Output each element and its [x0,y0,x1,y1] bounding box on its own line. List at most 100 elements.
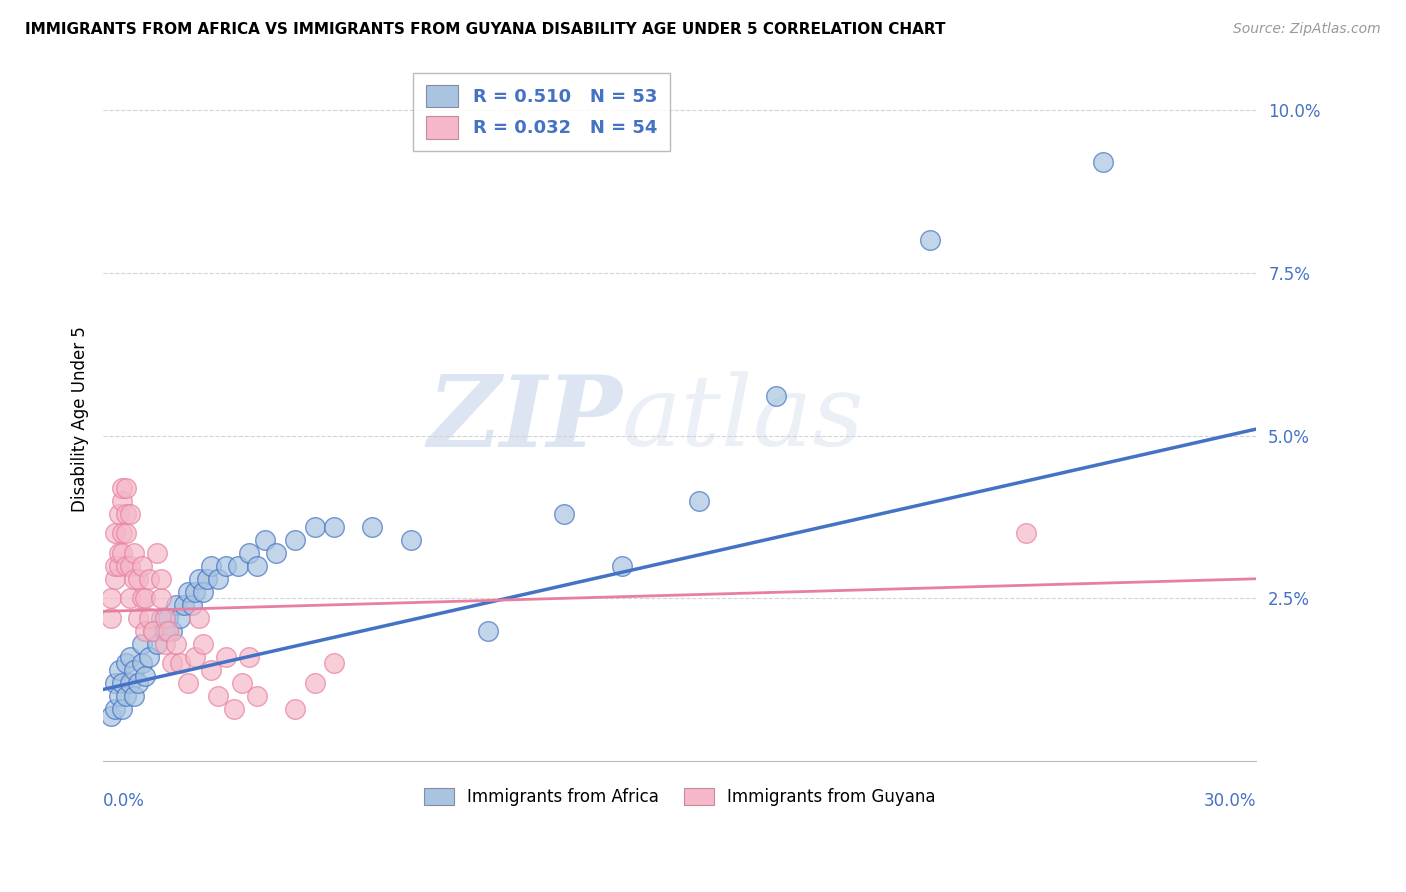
Point [177,676,200,690]
Point [138,572,160,586]
Point [107,558,129,573]
Point [153,637,176,651]
Point [104,526,127,541]
Point [107,546,129,560]
Point [177,584,200,599]
Point [688,493,710,508]
Point [122,572,145,586]
Point [165,598,187,612]
Legend: Immigrants from Africa, Immigrants from Guyana: Immigrants from Africa, Immigrants from … [415,780,943,814]
Point [238,649,260,664]
Point [184,649,207,664]
Point [134,591,156,606]
Point [765,389,787,403]
Point [238,546,260,560]
Point [477,624,499,638]
Point [195,572,218,586]
Point [118,558,141,573]
Point [191,584,214,599]
Point [246,689,269,703]
Point [122,546,145,560]
Point [118,507,141,521]
Point [134,669,156,683]
Point [107,507,129,521]
Point [173,598,195,612]
Point [100,611,122,625]
Point [180,598,202,612]
Point [304,676,326,690]
Point [127,611,149,625]
Point [146,546,169,560]
Point [207,689,229,703]
Point [122,689,145,703]
Point [111,526,134,541]
Point [399,533,422,547]
Point [253,533,276,547]
Point [284,533,307,547]
Point [131,591,153,606]
Point [111,481,134,495]
Point [115,558,138,573]
Text: ZIP: ZIP [427,371,621,467]
Point [111,676,134,690]
Point [553,507,575,521]
Point [200,558,222,573]
Point [127,572,149,586]
Point [100,708,122,723]
Point [322,519,344,533]
Point [153,624,176,638]
Point [162,624,184,638]
Point [322,657,344,671]
Point [200,663,222,677]
Point [284,702,307,716]
Text: atlas: atlas [621,372,865,467]
Point [104,572,127,586]
Point [226,558,249,573]
Point [207,572,229,586]
Text: 0.0%: 0.0% [103,792,145,810]
Point [118,591,141,606]
Point [118,676,141,690]
Point [104,702,127,716]
Point [104,676,127,690]
Point [111,702,134,716]
Point [118,649,141,664]
Point [610,558,633,573]
Point [264,546,287,560]
Point [157,611,180,625]
Point [131,637,153,651]
Point [134,624,156,638]
Point [361,519,384,533]
Point [246,558,269,573]
Text: IMMIGRANTS FROM AFRICA VS IMMIGRANTS FROM GUYANA DISABILITY AGE UNDER 5 CORRELAT: IMMIGRANTS FROM AFRICA VS IMMIGRANTS FRO… [25,22,946,37]
Point [100,591,122,606]
Point [165,637,187,651]
Y-axis label: Disability Age Under 5: Disability Age Under 5 [72,326,89,512]
Point [115,507,138,521]
Point [122,663,145,677]
Text: Source: ZipAtlas.com: Source: ZipAtlas.com [1233,22,1381,37]
Point [111,493,134,508]
Point [138,611,160,625]
Point [131,657,153,671]
Point [107,689,129,703]
Point [115,657,138,671]
Point [131,558,153,573]
Point [111,546,134,560]
Point [104,558,127,573]
Point [157,624,180,638]
Point [115,481,138,495]
Point [215,558,238,573]
Point [1015,526,1038,541]
Point [153,611,176,625]
Point [231,676,253,690]
Point [115,526,138,541]
Point [184,584,207,599]
Point [115,689,138,703]
Point [149,591,172,606]
Point [1091,155,1114,169]
Point [169,611,191,625]
Point [191,637,214,651]
Point [149,611,172,625]
Point [215,649,238,664]
